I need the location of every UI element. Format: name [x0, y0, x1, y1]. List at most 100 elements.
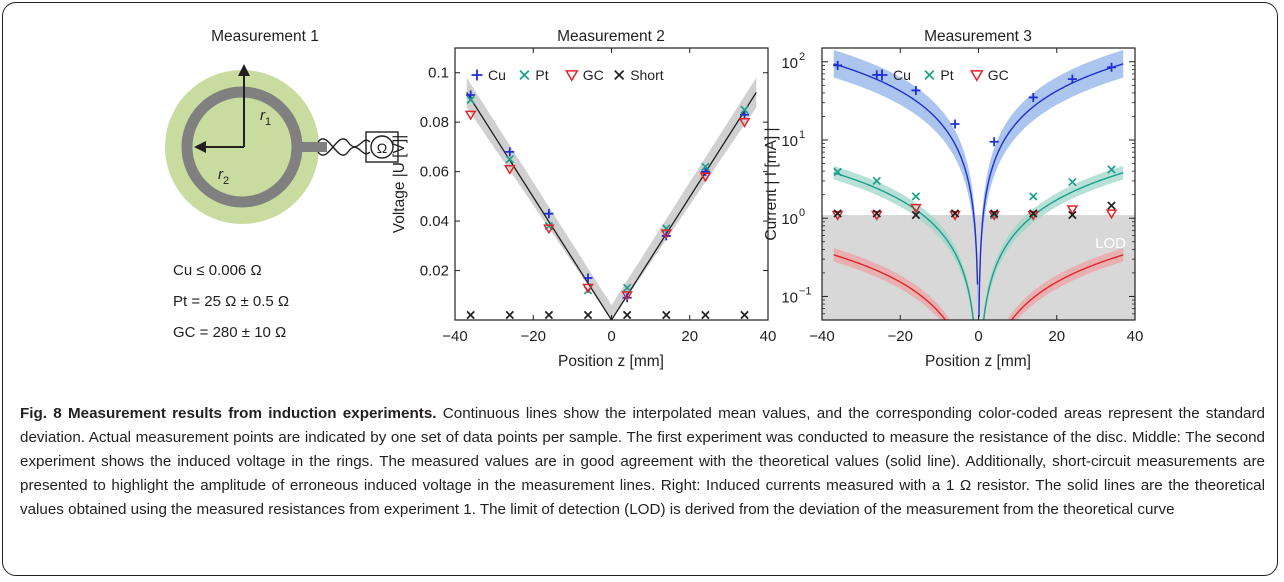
chart2-band-area [466, 77, 757, 320]
point-short [872, 209, 881, 218]
chart3-ytick-exponent: 2 [799, 51, 805, 63]
chart3-ytick-exponent: 1 [799, 129, 805, 141]
point-short [950, 209, 960, 218]
point-cu [740, 110, 750, 120]
chart2-xtick-label: 40 [760, 328, 777, 345]
chart2-marks [464, 90, 751, 320]
chart2-theory-path [466, 92, 757, 320]
point-cu [1028, 92, 1038, 102]
chart2-theory-line [466, 92, 757, 320]
chart2-ytick-label: 0.04 [420, 213, 449, 230]
legend-label-gc: GC [583, 67, 604, 83]
point-gc [582, 283, 594, 294]
panel-measurement-1: Measurement 1 r1 r2 Ω Cu ≤ 0.006 Ω Pt = … [165, 28, 399, 341]
legend-label-pt: Pt [535, 67, 548, 83]
point-gc [1066, 205, 1079, 216]
result-pt: Pt = 25 Ω ± 0.5 Ω [173, 293, 289, 310]
point-short [1107, 201, 1116, 210]
point-pt [622, 283, 632, 293]
legend-label-cu: Cu [488, 67, 506, 83]
chart2-ytick-label: 0.1 [428, 65, 449, 82]
chart3-ytick-label: 10 [781, 289, 798, 306]
point-gc [503, 165, 516, 175]
point-pt [505, 155, 514, 164]
chart3-ytick-exponent: 0 [799, 207, 805, 219]
point-short [583, 310, 593, 320]
r2-label: r2 [218, 166, 229, 187]
chart3-xtick-label: −20 [888, 328, 913, 345]
chart3-xtick-label: 20 [1048, 328, 1065, 345]
theory-cu-left [833, 63, 979, 285]
point-pt [1029, 192, 1038, 201]
point-pt [662, 224, 671, 233]
r1-arrowhead [238, 64, 250, 76]
legend-marker-cu [471, 69, 483, 81]
chart3-xtick-label: 0 [974, 328, 982, 345]
point-short [466, 310, 475, 320]
caption-title: Fig. 8 Measurement results from inductio… [20, 405, 437, 422]
point-gc [660, 229, 673, 240]
band-gc [833, 248, 1124, 320]
legend-marker-cu [876, 69, 888, 81]
point-gc [1105, 209, 1118, 220]
legend-label-pt: Pt [940, 67, 953, 83]
point-short [1068, 210, 1077, 220]
chart3-theory-bands [833, 50, 1124, 320]
legend-marker-gc [969, 70, 984, 82]
chart3-lod-label: LOD [1095, 235, 1126, 252]
point-cu [466, 90, 476, 100]
point-pt [911, 192, 921, 201]
chart3-title: Measurement 3 [924, 28, 1032, 45]
point-cu [544, 209, 554, 219]
point-gc [699, 172, 712, 183]
panel-measurement-2: Measurement 2 −40 −20 0 20 40 0.02 0.04 0.06 0.0… [391, 28, 776, 370]
chart3-xlabel: Position z [mm] [925, 353, 1031, 370]
chart2-ylabel: Voltage |U [V]| [391, 135, 408, 234]
chart3-ytick-label: 10 [781, 133, 798, 150]
point-pt [833, 167, 842, 177]
point-cu [505, 147, 515, 157]
chart3-xtick-label: 40 [1127, 328, 1144, 345]
twisted-wire [317, 138, 371, 156]
point-short [740, 310, 749, 320]
theory-gc-left [833, 254, 947, 320]
chart3-ytick-label: 10 [781, 211, 798, 228]
r2-arrowhead [194, 141, 206, 153]
point-short [701, 310, 710, 320]
caption-body: Continuous lines show the interpolated m… [20, 405, 1266, 518]
point-pt [1068, 177, 1077, 187]
legend-marker-pt [924, 69, 935, 81]
ring-lead [297, 142, 327, 152]
point-gc [910, 203, 922, 214]
result-cu: Cu ≤ 0.006 Ω [173, 262, 262, 279]
chart3-legend: Cu Pt GC [876, 67, 1009, 83]
point-short [662, 310, 671, 320]
chart2-xtick-label: 20 [681, 328, 698, 345]
legend-marker-gc [564, 70, 579, 82]
point-pt [701, 162, 710, 171]
ohmmeter-dial [370, 135, 394, 159]
point-cu [833, 60, 843, 70]
chart2-xlabel: Position z [mm] [558, 353, 664, 370]
legend-marker-pt [519, 69, 530, 81]
ohm-symbol: Ω [377, 140, 387, 156]
chart2-xtick-label: −40 [442, 328, 467, 345]
chart3-theory-lines [833, 63, 1124, 320]
point-short [505, 310, 514, 320]
point-cu [1107, 62, 1117, 72]
point-short [622, 310, 632, 320]
chart2-legend: Cu Pt GC Short [471, 67, 664, 83]
point-pt [1107, 165, 1116, 174]
theory-cu-right [978, 63, 1124, 317]
figure-caption: Fig. 8 Measurement results from inductio… [20, 402, 1265, 522]
band-pt [833, 165, 1124, 320]
point-pt [740, 105, 749, 115]
point-short [833, 209, 842, 218]
point-cu [950, 119, 960, 129]
chart2-xtick-label: −20 [521, 328, 546, 345]
point-pt [872, 176, 881, 186]
legend-label-short: Short [630, 67, 664, 83]
point-pt [466, 95, 475, 105]
